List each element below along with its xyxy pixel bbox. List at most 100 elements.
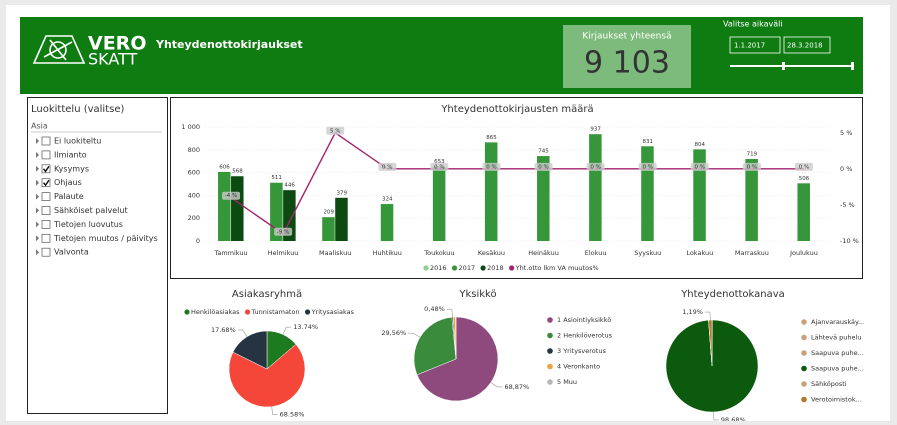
- date-start: 1.1.2017: [734, 42, 765, 50]
- legend-label: 2017: [459, 264, 476, 272]
- page-title: Yhteydenottokirjaukset: [155, 38, 303, 51]
- x-tick-label: Tammikuu: [213, 249, 247, 257]
- line-value-label: 0 %: [434, 164, 444, 170]
- slicer-item: Ilmianto: [54, 150, 87, 159]
- date-label: Valitse aikaväli: [723, 20, 783, 29]
- line-value-label: 0 %: [695, 164, 705, 170]
- bar-value-label: 745: [538, 149, 549, 155]
- slicer-field: Asia: [31, 122, 48, 131]
- checkbox[interactable]: [42, 137, 50, 145]
- legend-dot: [547, 348, 553, 354]
- header: [20, 17, 863, 94]
- pie-value-label: 0,48%: [424, 305, 445, 313]
- line-value-label: 0 %: [486, 164, 496, 170]
- y-tick-label: 200: [188, 214, 200, 222]
- legend-dot: [423, 265, 428, 270]
- checkbox[interactable]: [42, 207, 50, 215]
- slicer-item: Kysymys: [54, 164, 89, 173]
- x-tick-label: Helmikuu: [268, 249, 299, 257]
- legend-dot: [547, 333, 553, 339]
- x-tick-label: Syyskuu: [634, 249, 661, 257]
- legend-dot: [452, 265, 457, 270]
- slicer-item: Tietojen muutos / päivitys: [53, 234, 158, 243]
- y2-tick-label: -5 %: [840, 201, 855, 209]
- legend-label: Henkilöasiakas: [191, 308, 240, 316]
- bar: [589, 134, 602, 241]
- y2-tick-label: -10 %: [840, 237, 859, 245]
- legend-dot: [801, 381, 807, 387]
- bar-value-label: 719: [747, 152, 758, 158]
- bar-value-label: 606: [219, 164, 230, 170]
- x-tick-label: Elokuu: [585, 249, 607, 257]
- legend-dot: [801, 397, 807, 403]
- legend-label: Lähtevä puhelu: [811, 334, 861, 342]
- bar: [745, 159, 758, 241]
- line-value-label: 0 %: [590, 164, 600, 170]
- pie-value-label: 68,87%: [504, 383, 529, 391]
- bar: [433, 167, 446, 241]
- legend-label: 2016: [430, 264, 447, 272]
- bar: [381, 204, 394, 241]
- checkbox[interactable]: [42, 193, 50, 201]
- slicer-item: Ei luokiteltu: [54, 137, 101, 146]
- x-tick-label: Marraskuu: [735, 249, 769, 257]
- checkbox[interactable]: [42, 220, 50, 228]
- slider-handle[interactable]: [782, 62, 785, 70]
- bar-value-label: 446: [284, 183, 295, 189]
- chart-title: Yhteydenottokanava: [680, 289, 785, 300]
- slicer-item: Ohjaus: [54, 178, 82, 187]
- y-tick-label: 0: [196, 237, 200, 245]
- bar: [797, 183, 810, 241]
- x-tick-label: Joulukuu: [789, 249, 818, 257]
- legend-label: Sähköposti: [811, 380, 847, 388]
- bar-value-label: 568: [232, 169, 243, 175]
- legend-dot: [305, 309, 310, 314]
- slicer-item: Tietojen luovutus: [53, 220, 123, 229]
- bar-value-label: 804: [695, 142, 706, 148]
- y2-tick-label: 0 %: [840, 165, 852, 173]
- x-tick-label: Lokakuu: [686, 249, 713, 257]
- bar-value-label: 324: [382, 197, 393, 203]
- kpi-value: 9 103: [584, 46, 670, 81]
- legend-dot: [509, 265, 514, 270]
- bar: [322, 217, 335, 241]
- line-value-label: -4 %: [225, 193, 237, 199]
- chart-title: Yhteydenottokirjausten määrä: [440, 104, 593, 115]
- legend-dot: [184, 309, 189, 314]
- kpi-label: Kirjaukset yhteensä: [582, 32, 671, 42]
- slider-handle[interactable]: [851, 62, 854, 70]
- y-tick-label: 400: [188, 191, 200, 199]
- legend-label: Yht.otto lkm VA muutos%: [515, 264, 599, 272]
- legend-dot: [245, 309, 250, 314]
- pie-value-label: 13.74%: [293, 323, 318, 331]
- x-tick-label: Toukokuu: [423, 249, 454, 257]
- bar-value-label: 937: [590, 127, 601, 133]
- x-tick-label: Kesäkuu: [478, 249, 505, 257]
- bar-value-label: 209: [323, 210, 334, 216]
- line-value-label: -9 %: [277, 229, 289, 235]
- checkbox[interactable]: [42, 248, 50, 256]
- legend-label: Yritysasiakas: [311, 308, 355, 316]
- line-value-label: 5 %: [330, 128, 340, 134]
- bar: [218, 172, 231, 241]
- bar: [485, 142, 498, 241]
- line-value-label: 0 %: [747, 164, 757, 170]
- x-tick-label: Heinäkuu: [528, 249, 559, 257]
- chart-title: Yksikkö: [458, 289, 496, 300]
- bar: [231, 176, 244, 241]
- checkbox[interactable]: [42, 151, 50, 159]
- slicer-item: Valvonta: [54, 248, 89, 257]
- y-tick-label: 800: [188, 146, 200, 154]
- pie-value-label: 98,68%: [721, 416, 746, 421]
- slicer-title: Luokittelu (valitse): [31, 104, 124, 115]
- legend-dot: [547, 364, 553, 370]
- legend-dot: [801, 335, 807, 341]
- bar: [641, 146, 654, 241]
- legend-label: 4 Veronkanto: [557, 363, 600, 371]
- legend-label: Tunnistamaton: [251, 308, 300, 316]
- y-tick-label: 1 000: [181, 123, 200, 131]
- legend-label: Verotoimistok...: [811, 396, 862, 404]
- legend-dot: [801, 366, 807, 372]
- checkbox[interactable]: [42, 234, 50, 242]
